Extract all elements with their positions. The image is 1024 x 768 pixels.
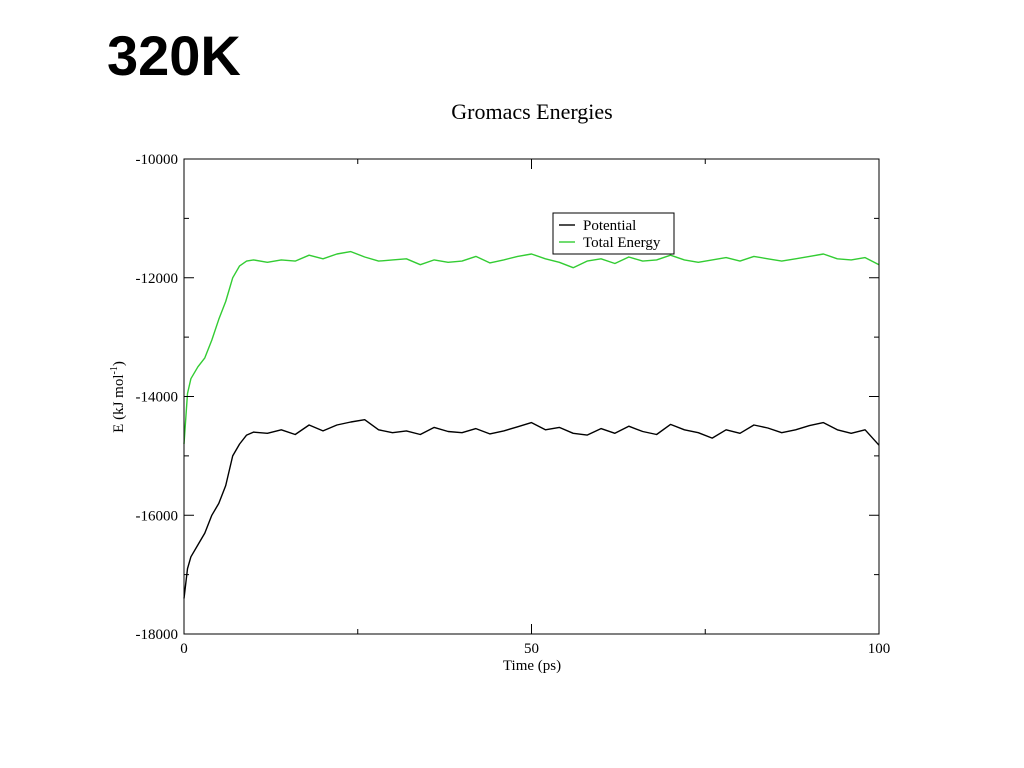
- series-line-1: [183, 250, 880, 445]
- y-tick-label: -12000: [136, 271, 179, 287]
- y-axis-label-superscript: -1: [109, 366, 120, 374]
- legend-label-1: Total Energy: [583, 235, 661, 251]
- plot-frame: [183, 158, 880, 635]
- y-tick-label: -16000: [136, 508, 179, 524]
- y-tick-label: -18000: [136, 627, 179, 643]
- y-tick-label: -14000: [136, 390, 179, 406]
- y-axis-label-close: ): [111, 361, 127, 366]
- y-axis-label-main: E (kJ mol: [111, 375, 127, 433]
- x-tick-label: 100: [868, 641, 891, 657]
- x-tick-label: 50: [524, 641, 539, 657]
- slide-title: 320K: [107, 24, 241, 87]
- x-tick-label: 0: [180, 641, 188, 657]
- chart-title: Gromacs Energies: [451, 99, 613, 124]
- legend-box: [552, 212, 675, 255]
- series-line-0: [183, 419, 880, 599]
- y-tick-label: -10000: [136, 152, 179, 168]
- legend-label-0: Potential: [583, 218, 636, 234]
- x-axis-label: Time (ps): [503, 658, 561, 674]
- y-axis-label: E (kJ mol-1): [109, 361, 127, 433]
